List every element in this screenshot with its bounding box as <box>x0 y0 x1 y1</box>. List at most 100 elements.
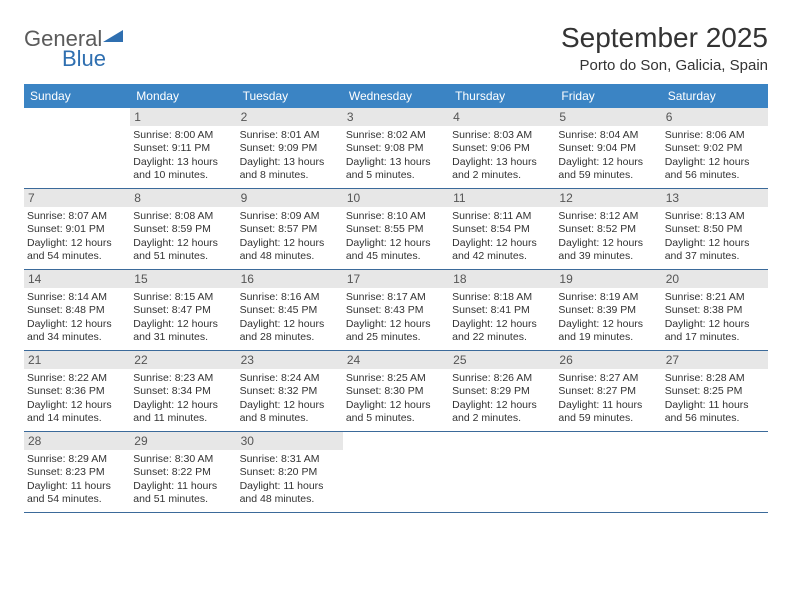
sunrise-text: Sunrise: 8:12 AM <box>558 210 658 223</box>
daylight-text: Daylight: 11 hours and 51 minutes. <box>133 480 233 507</box>
day-number: 15 <box>130 270 236 288</box>
sunset-text: Sunset: 9:01 PM <box>27 223 127 236</box>
day-cell: 3Sunrise: 8:02 AMSunset: 9:08 PMDaylight… <box>343 108 449 188</box>
week-row: 7Sunrise: 8:07 AMSunset: 9:01 PMDaylight… <box>24 189 768 270</box>
day-cell: 26Sunrise: 8:27 AMSunset: 8:27 PMDayligh… <box>555 351 661 431</box>
logo-text-blue: Blue <box>62 46 106 72</box>
day-cell: 10Sunrise: 8:10 AMSunset: 8:55 PMDayligh… <box>343 189 449 269</box>
daylight-text: Daylight: 12 hours and 25 minutes. <box>346 318 446 345</box>
sunrise-text: Sunrise: 8:09 AM <box>240 210 340 223</box>
day-number: 8 <box>130 189 236 207</box>
week-row: 1Sunrise: 8:00 AMSunset: 9:11 PMDaylight… <box>24 108 768 189</box>
sunset-text: Sunset: 8:34 PM <box>133 385 233 398</box>
sunrise-text: Sunrise: 8:01 AM <box>240 129 340 142</box>
sunset-text: Sunset: 8:52 PM <box>558 223 658 236</box>
weekday-header: Thursday <box>449 84 555 108</box>
sunset-text: Sunset: 8:30 PM <box>346 385 446 398</box>
day-number: 24 <box>343 351 449 369</box>
sunset-text: Sunset: 9:02 PM <box>665 142 765 155</box>
day-cell: 25Sunrise: 8:26 AMSunset: 8:29 PMDayligh… <box>449 351 555 431</box>
day-cell: 24 Sunrise: 8:25 AMSunset: 8:30 PMDayligh… <box>343 351 449 431</box>
weeks-container: 1Sunrise: 8:00 AMSunset: 9:11 PMDaylight… <box>24 108 768 513</box>
day-cell: 1Sunrise: 8:00 AMSunset: 9:11 PMDaylight… <box>130 108 236 188</box>
daylight-text: Daylight: 12 hours and 51 minutes. <box>133 237 233 264</box>
day-cell: 2 Sunrise: 8:01 AMSunset: 9:09 PMDaylight… <box>237 108 343 188</box>
day-cell: 22 Sunrise: 8:23 AMSunset: 8:34 PMDayligh… <box>130 351 236 431</box>
daylight-text: Daylight: 12 hours and 8 minutes. <box>240 399 340 426</box>
sunrise-text: Sunrise: 8:29 AM <box>27 453 127 466</box>
sunset-text: Sunset: 8:43 PM <box>346 304 446 317</box>
sunset-text: Sunset: 8:41 PM <box>452 304 552 317</box>
daylight-text: Daylight: 13 hours and 8 minutes. <box>240 156 340 183</box>
day-cell: 4Sunrise: 8:03 AMSunset: 9:06 PMDaylight… <box>449 108 555 188</box>
day-number: 25 <box>449 351 555 369</box>
sunset-text: Sunset: 9:06 PM <box>452 142 552 155</box>
sunset-text: Sunset: 8:29 PM <box>452 385 552 398</box>
title-block: September 2025 Porto do Son, Galicia, Sp… <box>561 22 768 74</box>
sunrise-text: Sunrise: 8:08 AM <box>133 210 233 223</box>
daylight-text: Daylight: 12 hours and 14 minutes. <box>27 399 127 426</box>
daylight-text: Daylight: 13 hours and 10 minutes. <box>133 156 233 183</box>
weekday-header-row: SundayMondayTuesdayWednesdayThursdayFrid… <box>24 84 768 108</box>
day-cell: 29Sunrise: 8:30 AMSunset: 8:22 PMDayligh… <box>130 432 236 512</box>
day-number: 23 <box>237 351 343 369</box>
day-number: 18 <box>449 270 555 288</box>
daylight-text: Daylight: 11 hours and 59 minutes. <box>558 399 658 426</box>
calendar-page: GeneralBlue September 2025 Porto do Son,… <box>0 0 792 523</box>
day-number: 11 <box>449 189 555 207</box>
day-number: 5 <box>555 108 661 126</box>
day-number: 16 <box>237 270 343 288</box>
daylight-text: Daylight: 11 hours and 54 minutes. <box>27 480 127 507</box>
sunset-text: Sunset: 9:09 PM <box>240 142 340 155</box>
daylight-text: Daylight: 12 hours and 45 minutes. <box>346 237 446 264</box>
sunrise-text: Sunrise: 8:30 AM <box>133 453 233 466</box>
sunrise-text: Sunrise: 8:26 AM <box>452 372 552 385</box>
day-number: 14 <box>24 270 130 288</box>
daylight-text: Daylight: 12 hours and 11 minutes. <box>133 399 233 426</box>
location-label: Porto do Son, Galicia, Spain <box>561 57 768 74</box>
day-number: 20 <box>662 270 768 288</box>
sunrise-text: Sunrise: 8:06 AM <box>665 129 765 142</box>
daylight-text: Daylight: 12 hours and 54 minutes. <box>27 237 127 264</box>
day-cell <box>449 432 555 512</box>
day-number: 22 <box>130 351 236 369</box>
sunrise-text: Sunrise: 8:27 AM <box>558 372 658 385</box>
daylight-text: Daylight: 12 hours and 56 minutes. <box>665 156 765 183</box>
sunset-text: Sunset: 8:27 PM <box>558 385 658 398</box>
logo-triangle-icon <box>103 29 123 48</box>
daylight-text: Daylight: 12 hours and 5 minutes. <box>346 399 446 426</box>
day-number: 6 <box>662 108 768 126</box>
sunrise-text: Sunrise: 8:02 AM <box>346 129 446 142</box>
daylight-text: Daylight: 12 hours and 17 minutes. <box>665 318 765 345</box>
day-cell <box>662 432 768 512</box>
day-cell: 15Sunrise: 8:15 AMSunset: 8:47 PMDayligh… <box>130 270 236 350</box>
sunrise-text: Sunrise: 8:11 AM <box>452 210 552 223</box>
day-number: 30 <box>237 432 343 450</box>
sunrise-text: Sunrise: 8:25 AM <box>346 372 446 385</box>
weekday-header: Wednesday <box>343 84 449 108</box>
day-cell: 17Sunrise: 8:17 AMSunset: 8:43 PMDayligh… <box>343 270 449 350</box>
day-cell: 21Sunrise: 8:22 AMSunset: 8:36 PMDayligh… <box>24 351 130 431</box>
day-number: 21 <box>24 351 130 369</box>
day-cell: 30Sunrise: 8:31 AMSunset: 8:20 PMDayligh… <box>237 432 343 512</box>
sunset-text: Sunset: 8:36 PM <box>27 385 127 398</box>
sunrise-text: Sunrise: 8:23 AM <box>133 372 233 385</box>
sunset-text: Sunset: 8:45 PM <box>240 304 340 317</box>
week-row: 21Sunrise: 8:22 AMSunset: 8:36 PMDayligh… <box>24 351 768 432</box>
day-number: 10 <box>343 189 449 207</box>
sunrise-text: Sunrise: 8:07 AM <box>27 210 127 223</box>
sunset-text: Sunset: 8:38 PM <box>665 304 765 317</box>
daylight-text: Daylight: 12 hours and 59 minutes. <box>558 156 658 183</box>
daylight-text: Daylight: 12 hours and 19 minutes. <box>558 318 658 345</box>
day-number: 17 <box>343 270 449 288</box>
day-cell: 13Sunrise: 8:13 AMSunset: 8:50 PMDayligh… <box>662 189 768 269</box>
sunset-text: Sunset: 8:23 PM <box>27 466 127 479</box>
day-cell: 23Sunrise: 8:24 AMSunset: 8:32 PMDayligh… <box>237 351 343 431</box>
daylight-text: Daylight: 13 hours and 5 minutes. <box>346 156 446 183</box>
day-number: 13 <box>662 189 768 207</box>
day-number: 2 <box>237 108 343 126</box>
day-number: 29 <box>130 432 236 450</box>
sunset-text: Sunset: 8:48 PM <box>27 304 127 317</box>
sunset-text: Sunset: 9:04 PM <box>558 142 658 155</box>
day-number: 12 <box>555 189 661 207</box>
